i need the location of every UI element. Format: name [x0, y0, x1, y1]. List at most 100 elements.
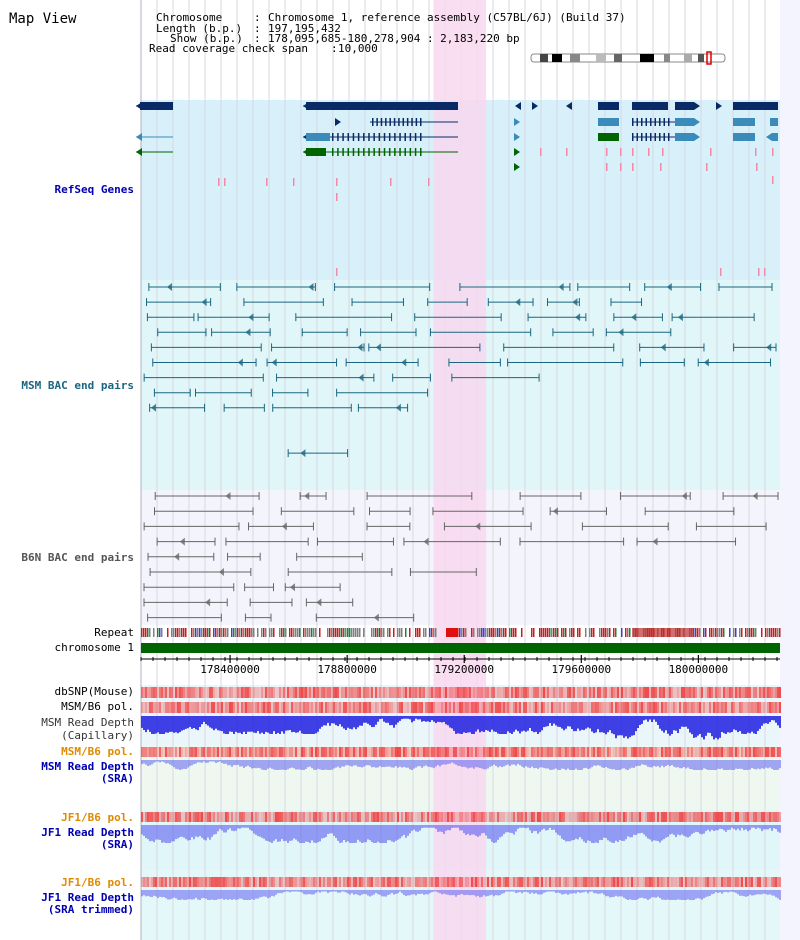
polymorphism-bin[interactable]	[245, 687, 247, 698]
polymorphism-bin[interactable]	[687, 877, 689, 887]
depth-bin[interactable]	[159, 825, 161, 840]
repeat-mark[interactable]	[549, 628, 551, 637]
depth-bin[interactable]	[297, 716, 299, 733]
depth-bin[interactable]	[253, 760, 255, 769]
gene-exon[interactable]	[368, 133, 370, 141]
polymorphism-bin[interactable]	[511, 702, 513, 713]
polymorphism-bin[interactable]	[769, 747, 771, 757]
polymorphism-bin[interactable]	[275, 747, 277, 757]
polymorphism-bin[interactable]	[577, 702, 579, 713]
depth-bin[interactable]	[143, 890, 145, 896]
polymorphism-bin[interactable]	[263, 747, 265, 757]
depth-bin[interactable]	[485, 890, 487, 897]
polymorphism-bin[interactable]	[167, 687, 169, 698]
polymorphism-bin[interactable]	[409, 687, 411, 698]
depth-bin[interactable]	[653, 716, 655, 720]
polymorphism-bin[interactable]	[219, 877, 221, 887]
depth-bin[interactable]	[705, 760, 707, 770]
polymorphism-bin[interactable]	[261, 687, 263, 698]
polymorphism-bin[interactable]	[753, 702, 755, 713]
depth-bin[interactable]	[357, 890, 359, 895]
depth-bin[interactable]	[589, 890, 591, 892]
polymorphism-bin[interactable]	[661, 702, 663, 713]
depth-bin[interactable]	[413, 890, 415, 895]
polymorphism-bin[interactable]	[415, 687, 417, 698]
depth-bin[interactable]	[241, 716, 243, 734]
depth-bin[interactable]	[775, 760, 777, 770]
depth-bin[interactable]	[315, 825, 317, 843]
depth-bin[interactable]	[533, 890, 535, 894]
depth-bin[interactable]	[153, 760, 155, 763]
depth-bin[interactable]	[435, 825, 437, 829]
depth-bin[interactable]	[217, 890, 219, 900]
polymorphism-bin[interactable]	[355, 687, 357, 698]
depth-bin[interactable]	[595, 825, 597, 843]
depth-bin[interactable]	[607, 716, 609, 733]
depth-bin[interactable]	[693, 716, 695, 738]
polymorphism-bin[interactable]	[425, 747, 427, 757]
depth-bin[interactable]	[285, 716, 287, 731]
polymorphism-bin[interactable]	[507, 877, 509, 887]
polymorphism-bin[interactable]	[751, 702, 753, 713]
depth-bin[interactable]	[583, 760, 585, 769]
depth-bin[interactable]	[505, 890, 507, 892]
polymorphism-bin[interactable]	[699, 687, 701, 698]
depth-bin[interactable]	[271, 825, 273, 843]
depth-bin[interactable]	[717, 890, 719, 893]
polymorphism-bin[interactable]	[655, 877, 657, 887]
polymorphism-bin[interactable]	[215, 812, 217, 822]
depth-bin[interactable]	[373, 890, 375, 895]
polymorphism-bin[interactable]	[665, 812, 667, 822]
depth-bin[interactable]	[405, 716, 407, 719]
polymorphism-bin[interactable]	[733, 812, 735, 822]
polymorphism-bin[interactable]	[155, 687, 157, 698]
polymorphism-bin[interactable]	[211, 702, 213, 713]
depth-bin[interactable]	[437, 825, 439, 832]
polymorphism-bin[interactable]	[677, 812, 679, 822]
polymorphism-bin[interactable]	[343, 702, 345, 713]
depth-bin[interactable]	[753, 716, 755, 734]
polymorphism-bin[interactable]	[571, 747, 573, 757]
depth-bin[interactable]	[511, 716, 513, 734]
depth-bin[interactable]	[515, 716, 517, 730]
polymorphism-bin[interactable]	[281, 702, 283, 713]
depth-bin[interactable]	[327, 825, 329, 835]
polymorphism-bin[interactable]	[459, 747, 461, 757]
depth-bin[interactable]	[417, 890, 419, 894]
gene-exon[interactable]	[650, 133, 652, 141]
polymorphism-bin[interactable]	[175, 877, 177, 887]
polymorphism-bin[interactable]	[449, 747, 451, 757]
polymorphism-bin[interactable]	[681, 702, 683, 713]
polymorphism-bin[interactable]	[401, 812, 403, 822]
depth-bin[interactable]	[543, 825, 545, 829]
depth-bin[interactable]	[449, 716, 451, 728]
polymorphism-bin[interactable]	[361, 687, 363, 698]
depth-bin[interactable]	[299, 825, 301, 843]
polymorphism-bin[interactable]	[399, 702, 401, 713]
depth-bin[interactable]	[199, 760, 201, 763]
polymorphism-bin[interactable]	[441, 877, 443, 887]
depth-bin[interactable]	[147, 716, 149, 730]
depth-bin[interactable]	[543, 890, 545, 893]
polymorphism-bin[interactable]	[663, 747, 665, 757]
polymorphism-bin[interactable]	[319, 702, 321, 713]
depth-bin[interactable]	[197, 716, 199, 731]
depth-bin[interactable]	[317, 890, 319, 892]
depth-bin[interactable]	[155, 825, 157, 840]
depth-bin[interactable]	[457, 890, 459, 895]
depth-bin[interactable]	[353, 760, 355, 766]
polymorphism-bin[interactable]	[279, 747, 281, 757]
depth-bin[interactable]	[283, 716, 285, 734]
depth-bin[interactable]	[397, 716, 399, 723]
depth-bin[interactable]	[175, 716, 177, 733]
depth-bin[interactable]	[195, 825, 197, 837]
polymorphism-bin[interactable]	[609, 702, 611, 713]
depth-bin[interactable]	[695, 890, 697, 899]
repeat-mark[interactable]	[771, 628, 773, 637]
depth-bin[interactable]	[517, 890, 519, 893]
depth-bin[interactable]	[319, 760, 321, 770]
polymorphism-bin[interactable]	[463, 877, 465, 887]
polymorphism-bin[interactable]	[315, 747, 317, 757]
depth-bin[interactable]	[573, 890, 575, 894]
polymorphism-bin[interactable]	[739, 687, 741, 698]
